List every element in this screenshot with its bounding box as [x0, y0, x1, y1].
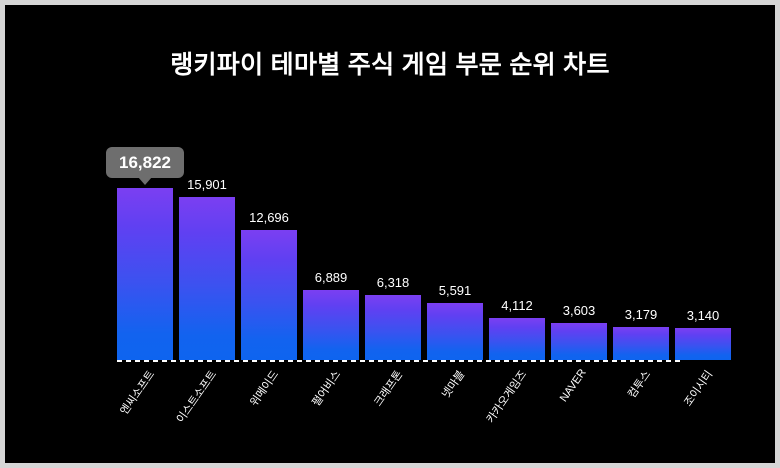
tooltip-value: 16,822: [119, 153, 171, 172]
bar-value-label: 3,140: [686, 308, 720, 323]
x-axis-label-엔씨소프트: 엔씨소프트: [118, 368, 158, 418]
chart-canvas: 랭키파이 테마별 주식 게임 부문 순위 차트 16,822 15,901 12,6…: [5, 5, 775, 463]
bar-value-label: 3,603: [562, 303, 596, 318]
bar-value-label: 3,179: [624, 307, 658, 322]
x-axis-labels: 엔씨소프트 이스트소프트 위메이드 펄어비스 크래프톤 넷마블 카카오게임즈 NAVER 컴투스…: [117, 363, 715, 433]
chart-title: 랭키파이 테마별 주식 게임 부문 순위 차트: [170, 51, 610, 79]
bar-slot: 6,889: [303, 125, 359, 360]
bar-value-label: 6,889: [314, 270, 348, 285]
bar-위메이드[interactable]: [241, 230, 297, 360]
x-label-slot: 이스트소프트: [175, 363, 235, 433]
x-axis-label-넷마블: 넷마블: [440, 368, 468, 401]
bar-조이시티[interactable]: [675, 328, 731, 360]
bar-slot: 12,696: [241, 125, 297, 360]
bar-value-label: 6,318: [376, 275, 410, 290]
bar-value-label: 5,591: [438, 283, 472, 298]
x-label-slot: 조이시티: [675, 363, 731, 433]
bar-slot: 4,112: [489, 125, 545, 360]
bar-slot: 15,901: [179, 125, 235, 360]
bar-slot: 3,179: [613, 125, 669, 360]
x-axis-label-이스트소프트: 이스트소프트: [174, 368, 220, 426]
bar-NAVER[interactable]: [551, 323, 607, 360]
x-axis-label-컴투스: 컴투스: [626, 368, 654, 401]
bar-slot: 3,603: [551, 125, 607, 360]
bar-slot: 16,822: [117, 125, 173, 360]
x-axis-label-위메이드: 위메이드: [248, 368, 282, 409]
x-label-slot: 크래프톤: [365, 363, 421, 433]
x-axis-label-펄어비스: 펄어비스: [310, 368, 344, 409]
x-axis-label-크래프톤: 크래프톤: [372, 368, 406, 409]
x-label-slot: 카카오게임즈: [485, 363, 545, 433]
plot-area: 16,822 15,901 12,696 6,889 6,318 5,591 4,112 3,…: [117, 125, 731, 360]
x-label-slot: 엔씨소프트: [117, 363, 173, 433]
bar-넷마블[interactable]: [427, 303, 483, 360]
bar-value-label: 15,901: [187, 177, 227, 192]
bar-펄어비스[interactable]: [303, 290, 359, 360]
x-label-slot: 펄어비스: [303, 363, 359, 433]
bar-엔씨소프트[interactable]: [117, 188, 173, 360]
bar-크래프톤[interactable]: [365, 295, 421, 360]
bar-slot: 5,591: [427, 125, 483, 360]
bar-카카오게임즈[interactable]: [489, 318, 545, 360]
tooltip-arrow-icon: [138, 177, 152, 185]
bar-value-label: 4,112: [501, 298, 533, 313]
x-label-slot: NAVER: [551, 363, 607, 433]
x-label-slot: 넷마블: [427, 363, 483, 433]
x-label-slot: 컴투스: [613, 363, 669, 433]
x-axis-baseline: [117, 360, 682, 362]
bar-slot: 6,318: [365, 125, 421, 360]
x-label-slot: 위메이드: [241, 363, 297, 433]
bar-이스트소프트[interactable]: [179, 197, 235, 360]
bar-value-label: 12,696: [249, 210, 289, 225]
value-tooltip: 16,822: [106, 147, 184, 185]
x-axis-label-조이시티: 조이시티: [682, 368, 716, 409]
x-axis-label-카카오게임즈: 카카오게임즈: [484, 368, 530, 426]
x-axis-label-NAVER: NAVER: [557, 367, 589, 405]
bar-slot: 3,140: [675, 125, 731, 360]
bar-컴투스[interactable]: [613, 327, 669, 360]
